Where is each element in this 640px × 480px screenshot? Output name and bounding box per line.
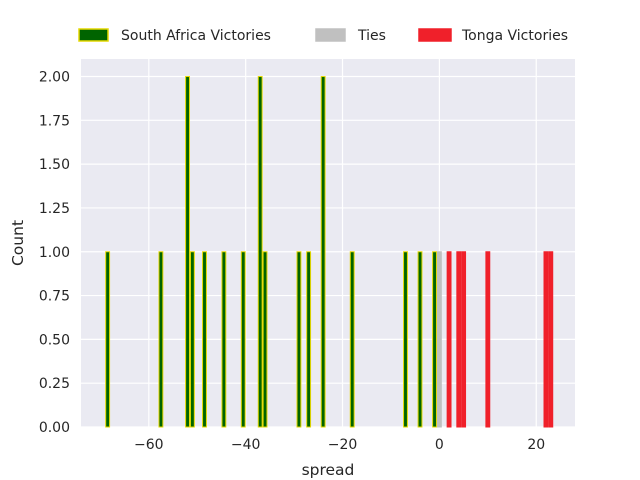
- y-tick-label: 1.75: [39, 113, 70, 129]
- bar: [417, 251, 423, 428]
- x-tick-label: −20: [328, 437, 358, 453]
- y-tick-label: 0.25: [39, 376, 70, 392]
- bar: [240, 251, 246, 428]
- legend: South Africa Victories Ties Tonga Victor…: [78, 28, 568, 44]
- bar: [306, 251, 312, 428]
- bar: [456, 251, 462, 428]
- bars: [105, 76, 554, 428]
- plot-area: [81, 59, 575, 427]
- legend-label-tonga: Tonga Victories: [461, 28, 568, 44]
- bar: [262, 251, 268, 428]
- legend-swatch-tonga: [418, 28, 452, 42]
- bar: [543, 251, 549, 428]
- legend-item-south-africa: South Africa Victories: [78, 28, 271, 44]
- legend-swatch-ties: [315, 28, 346, 42]
- y-tick-label: 0.00: [39, 420, 70, 436]
- bar: [189, 251, 195, 428]
- bar: [158, 251, 164, 428]
- x-axis-label: spread: [302, 461, 355, 479]
- bar: [320, 76, 326, 428]
- y-axis-label: Count: [9, 220, 27, 266]
- legend-label-ties: Ties: [357, 28, 386, 44]
- bar: [548, 251, 554, 428]
- bar: [349, 251, 355, 428]
- x-tick-label: −40: [231, 437, 261, 453]
- legend-swatch-south-africa: [78, 28, 109, 42]
- bar: [432, 251, 437, 428]
- bar: [436, 251, 442, 428]
- bar: [446, 251, 452, 428]
- bar: [403, 251, 408, 428]
- bar: [461, 251, 467, 428]
- legend-label-south-africa: South Africa Victories: [121, 28, 271, 44]
- bar: [221, 251, 227, 428]
- legend-item-tonga: Tonga Victories: [418, 28, 568, 44]
- y-tick-label: 1.00: [39, 245, 70, 261]
- y-tick-label: 2.00: [39, 70, 70, 86]
- y-tick-label: 0.75: [39, 289, 70, 305]
- x-tick-label: 20: [527, 437, 545, 453]
- bar: [202, 251, 207, 428]
- x-tick-label: −60: [134, 437, 164, 453]
- legend-item-ties: Ties: [315, 28, 386, 44]
- tick-labels: 0.00 0.25 0.50 0.75 1.00 1.25 1.50 1.75 2.00 −60 −…: [39, 70, 545, 453]
- bar: [105, 251, 111, 428]
- bar: [485, 251, 491, 428]
- y-tick-label: 0.50: [39, 332, 70, 348]
- bar: [296, 251, 302, 428]
- bar: [257, 76, 263, 428]
- y-tick-label: 1.50: [39, 157, 70, 173]
- bar: [185, 76, 190, 428]
- x-tick-label: 0: [435, 437, 444, 453]
- y-tick-label: 1.25: [39, 201, 70, 217]
